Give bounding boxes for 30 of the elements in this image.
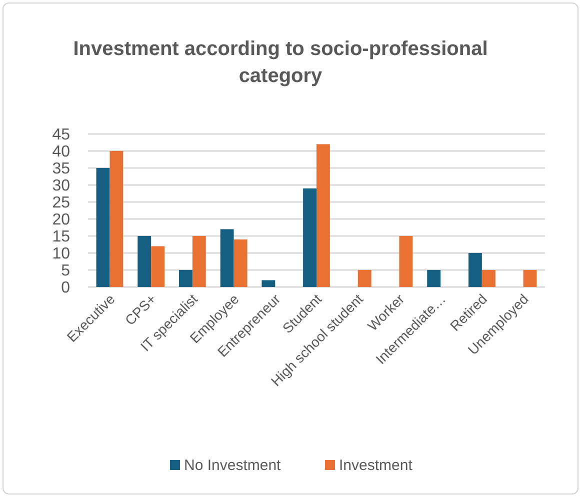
y-tick-label: 35 xyxy=(52,160,70,178)
bar xyxy=(262,280,276,287)
y-tick-label: 25 xyxy=(52,194,70,212)
bar xyxy=(399,236,413,287)
bar xyxy=(110,151,124,287)
bar xyxy=(482,270,496,287)
legend-label: No Investment xyxy=(184,457,282,474)
y-tick-label: 20 xyxy=(52,212,70,229)
y-tick-label: 5 xyxy=(61,262,70,280)
y-tick-label: 40 xyxy=(52,144,70,161)
y-tick-label: 30 xyxy=(52,178,70,195)
bar xyxy=(427,270,441,287)
bar xyxy=(220,229,234,287)
bar xyxy=(358,270,372,287)
y-tick-label: 10 xyxy=(52,246,70,263)
bar xyxy=(138,236,152,287)
chart-title: Investment according to socio-professional category xyxy=(73,38,488,87)
bar xyxy=(523,270,537,287)
bar xyxy=(178,270,192,287)
bar xyxy=(234,239,248,287)
y-tick-label: 0 xyxy=(61,280,70,297)
bar xyxy=(303,188,316,287)
bar xyxy=(96,168,110,287)
legend-label: Investment xyxy=(339,457,414,474)
y-tick-label: 15 xyxy=(52,228,70,246)
bar xyxy=(316,144,330,287)
y-tick-label: 45 xyxy=(52,126,70,144)
bar xyxy=(468,253,482,287)
bar xyxy=(151,246,165,287)
bar xyxy=(192,236,206,287)
